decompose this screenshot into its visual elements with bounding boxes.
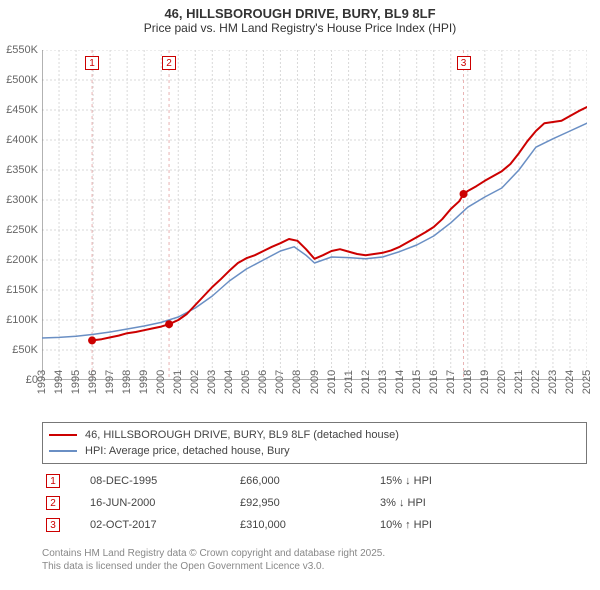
x-tick-label: 1997 [104,370,116,394]
x-tick-label: 1994 [53,370,65,394]
callout-marker: 3 [46,518,60,532]
y-tick-label: £400K [0,134,38,146]
x-tick-label: 2019 [479,370,491,394]
y-tick-label: £0 [0,374,38,386]
legend-box: 46, HILLSBOROUGH DRIVE, BURY, BL9 8LF (d… [42,422,587,464]
callout-pct: 15% ↓ HPI [380,475,500,487]
title-line1: 46, HILLSBOROUGH DRIVE, BURY, BL9 8LF [0,6,600,21]
chart-callout-marker: 1 [85,56,99,70]
callout-pct: 10% ↑ HPI [380,519,500,531]
callout-price: £310,000 [240,519,380,531]
chart-area [42,50,587,380]
legend-row: HPI: Average price, detached house, Bury [49,443,580,459]
x-tick-label: 2013 [377,370,389,394]
x-tick-label: 2004 [223,370,235,394]
title-block: 46, HILLSBOROUGH DRIVE, BURY, BL9 8LF Pr… [0,0,600,35]
x-tick-label: 2003 [206,370,218,394]
x-tick-label: 2017 [445,370,457,394]
chart-container: 46, HILLSBOROUGH DRIVE, BURY, BL9 8LF Pr… [0,0,600,590]
attribution: Contains HM Land Registry data © Crown c… [42,548,587,573]
y-tick-label: £300K [0,194,38,206]
x-tick-label: 2009 [309,370,321,394]
x-tick-label: 1996 [87,370,99,394]
x-tick-label: 2015 [411,370,423,394]
x-tick-label: 1998 [121,370,133,394]
y-tick-label: £350K [0,164,38,176]
x-tick-label: 2018 [462,370,474,394]
x-tick-label: 2025 [581,370,593,394]
x-tick-label: 1995 [70,370,82,394]
callout-row: 3 02-OCT-2017£310,00010% ↑ HPI [42,514,587,536]
y-tick-label: £150K [0,284,38,296]
y-tick-label: £450K [0,104,38,116]
callout-table: 1 08-DEC-1995£66,00015% ↓ HPI 2 16-JUN-2000… [42,470,587,536]
x-tick-label: 2010 [326,370,338,394]
x-tick-label: 2011 [343,370,355,394]
y-tick-label: £250K [0,224,38,236]
chart-svg [42,50,587,380]
legend-label: 46, HILLSBOROUGH DRIVE, BURY, BL9 8LF (d… [85,429,399,441]
x-tick-label: 2016 [428,370,440,394]
x-tick-label: 2000 [155,370,167,394]
callout-pct: 3% ↓ HPI [380,497,500,509]
x-tick-label: 2008 [291,370,303,394]
attribution-line: Contains HM Land Registry data © Crown c… [42,548,587,561]
x-tick-label: 2002 [189,370,201,394]
x-tick-label: 1999 [138,370,150,394]
y-tick-label: £500K [0,74,38,86]
x-tick-label: 2014 [394,370,406,394]
x-tick-label: 2001 [172,370,184,394]
legend-swatch [49,450,77,452]
title-line2: Price paid vs. HM Land Registry's House … [0,21,600,35]
callout-price: £92,950 [240,497,380,509]
callout-price: £66,000 [240,475,380,487]
callout-row: 2 16-JUN-2000£92,9503% ↓ HPI [42,492,587,514]
x-tick-label: 2007 [274,370,286,394]
y-tick-label: £200K [0,254,38,266]
callout-date: 02-OCT-2017 [90,519,240,531]
x-tick-label: 2020 [496,370,508,394]
x-tick-label: 2012 [360,370,372,394]
y-tick-label: £550K [0,44,38,56]
callout-marker: 1 [46,474,60,488]
x-tick-label: 2005 [240,370,252,394]
chart-callout-marker: 2 [162,56,176,70]
y-tick-label: £50K [0,344,38,356]
y-tick-label: £100K [0,314,38,326]
legend-label: HPI: Average price, detached house, Bury [85,445,290,457]
chart-callout-marker: 3 [457,56,471,70]
callout-row: 1 08-DEC-1995£66,00015% ↓ HPI [42,470,587,492]
callout-date: 16-JUN-2000 [90,497,240,509]
legend-row: 46, HILLSBOROUGH DRIVE, BURY, BL9 8LF (d… [49,427,580,443]
x-tick-label: 1993 [36,370,48,394]
x-tick-label: 2023 [547,370,559,394]
x-tick-label: 2021 [513,370,525,394]
legend-swatch [49,434,77,436]
x-tick-label: 2024 [564,370,576,394]
x-tick-label: 2022 [530,370,542,394]
callout-date: 08-DEC-1995 [90,475,240,487]
attribution-line: This data is licensed under the Open Gov… [42,561,587,574]
callout-marker: 2 [46,496,60,510]
x-tick-label: 2006 [257,370,269,394]
